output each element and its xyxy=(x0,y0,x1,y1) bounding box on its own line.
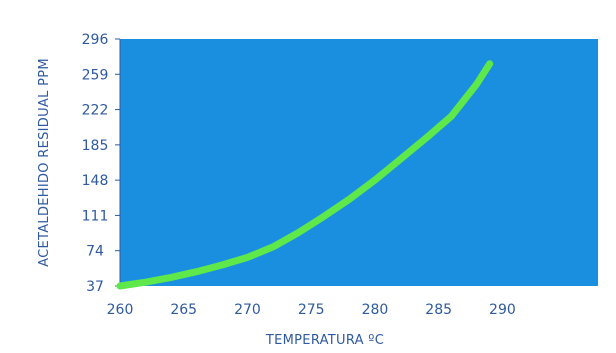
x-tick-label: 260 xyxy=(107,302,134,318)
x-tick-label: 285 xyxy=(425,302,452,318)
y-tick-label: 148 xyxy=(82,173,109,189)
y-axis: 37 74 111 148 185 222 259 296 xyxy=(82,32,121,295)
x-tick-label: 290 xyxy=(489,302,516,318)
y-tick-label: 259 xyxy=(82,67,109,83)
y-tick-label: 296 xyxy=(82,32,109,48)
x-tick-label: 280 xyxy=(362,302,389,318)
y-axis-label: ACETALDEHIDO RESIDUAL PPM xyxy=(37,58,52,267)
x-tick-label: 275 xyxy=(298,302,325,318)
x-axis: 260 265 270 275 280 285 290 xyxy=(107,302,516,318)
y-tick-label: 74 xyxy=(86,244,104,260)
data-line xyxy=(116,60,494,290)
x-axis-label: TEMPERATURA ºC xyxy=(265,333,384,348)
y-tick-label: 37 xyxy=(86,279,104,295)
y-tick-label: 222 xyxy=(82,103,109,119)
x-tick-label: 265 xyxy=(170,302,197,318)
y-tick-label: 185 xyxy=(82,138,109,154)
plot-background xyxy=(120,39,598,286)
x-tick-label: 270 xyxy=(234,302,261,318)
y-tick-label: 111 xyxy=(82,208,109,224)
